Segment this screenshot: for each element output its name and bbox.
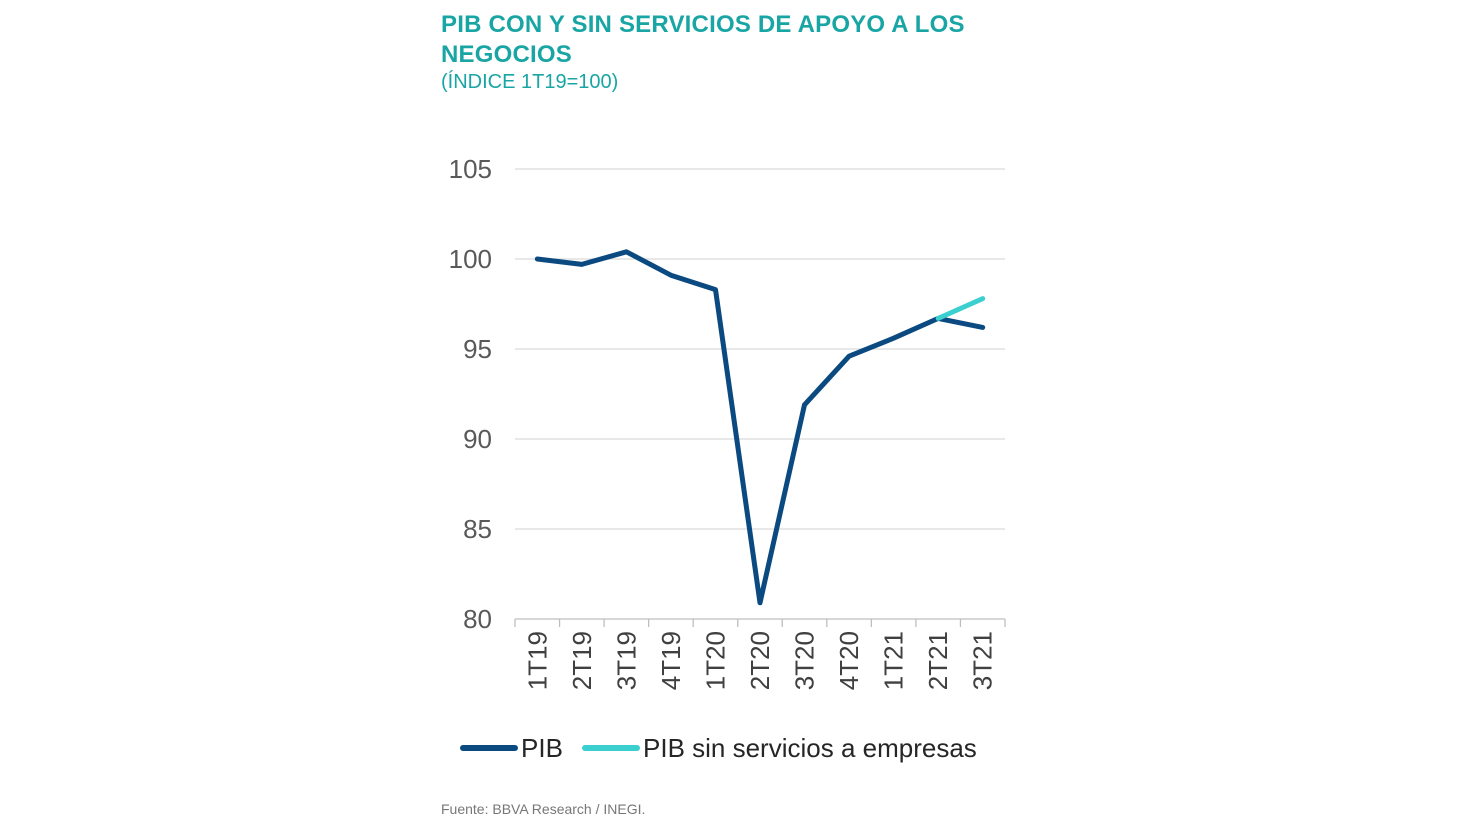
chart-subtitle: (ÍNDICE 1T19=100)	[441, 71, 619, 93]
series-lines	[534, 249, 986, 606]
x-axis: 1T19 2T19 3T19 4T19 1T20 2T20 3T20 4T20 1T21 2T21…	[514, 618, 1006, 690]
y-tick-label: 90	[463, 424, 492, 454]
source-note: Fuente: BBVA Research / INEGI.	[441, 801, 646, 817]
y-tick-label: 95	[463, 334, 492, 364]
x-tick-label: 4T20	[834, 631, 864, 690]
x-tick-label: 1T19	[522, 631, 552, 690]
legend: PIB PIB sin servicios a empresas	[460, 733, 977, 763]
legend-label: PIB sin servicios a empresas	[643, 733, 977, 763]
x-tick-label: 2T21	[923, 631, 953, 690]
x-tick-label: 3T20	[790, 631, 820, 690]
x-tick-label: 2T19	[567, 631, 597, 690]
y-tick-label: 100	[449, 244, 492, 274]
series-line-1	[935, 296, 986, 321]
chart-title: PIB CON Y SIN SERVICIOS DE APOYO A LOS N…	[441, 11, 965, 68]
x-tick-label: 4T19	[656, 631, 686, 690]
x-tick-label: 1T21	[879, 631, 909, 690]
x-tick-label: 3T21	[968, 631, 998, 690]
y-tick-label: 80	[463, 604, 492, 634]
y-tick-label: 105	[449, 154, 492, 184]
x-tick-label: 3T19	[611, 631, 641, 690]
y-axis-ticks: 80 85 90 95 100 105	[449, 154, 492, 634]
grid-lines	[515, 168, 1005, 530]
y-tick-label: 85	[463, 514, 492, 544]
series-line-0	[534, 249, 986, 606]
x-tick-label: 2T20	[745, 631, 775, 690]
legend-label: PIB	[521, 733, 563, 763]
x-tick-label: 1T20	[700, 631, 730, 690]
